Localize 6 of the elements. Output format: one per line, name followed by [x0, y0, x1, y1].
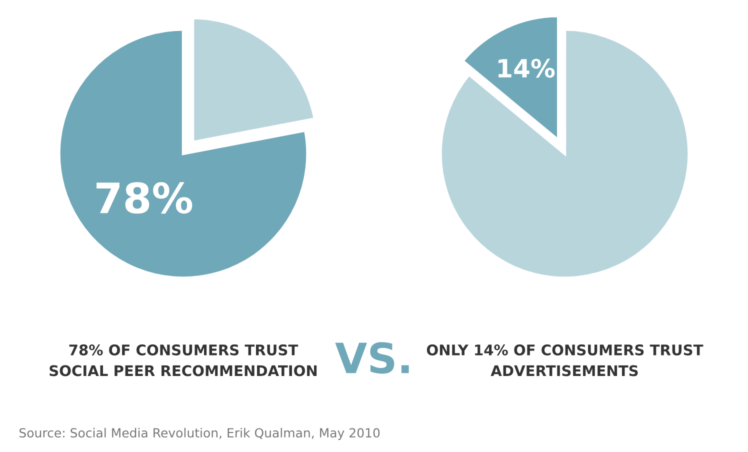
text: 78% OF CONSUMERS TRUST SOCIAL PEER RECOMMENDATION [50, 344, 317, 376]
text: ONLY 14% OF CONSUMERS TRUST ADVERTISEMENTS [426, 344, 704, 376]
data-label: 78% [96, 182, 192, 214]
source-note: Source: Social Media Revolution, Erik Qualman, May 2010 [20, 428, 380, 440]
text: VS. [335, 342, 409, 374]
data-label: 14% [498, 58, 555, 78]
